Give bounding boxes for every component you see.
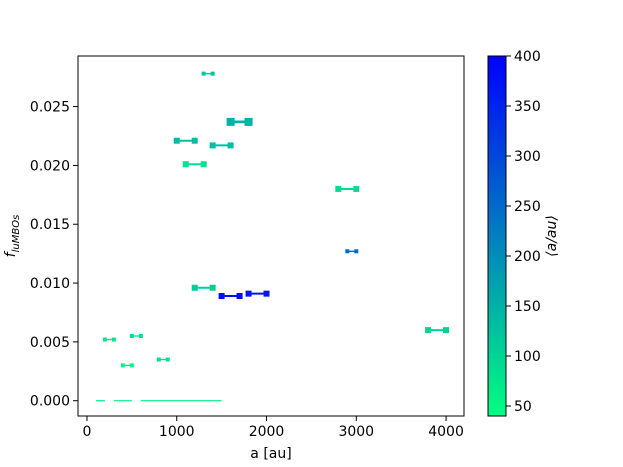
colorbar-label: ⟨a/au⟩	[544, 215, 560, 257]
data-segment	[173, 137, 198, 144]
colorbar-tick-label: 250	[514, 199, 541, 215]
segment-start-marker	[182, 161, 189, 168]
data-segment	[218, 293, 243, 299]
colorbar-tick-label: 100	[514, 349, 541, 365]
x-tick-label: 1000	[159, 424, 195, 440]
data-segment	[245, 290, 270, 297]
data-segment	[129, 334, 143, 338]
colorbar-tick-label: 150	[514, 299, 541, 315]
plot-area	[78, 56, 464, 416]
segment-end-marker	[200, 161, 207, 168]
x-tick-label: 2000	[249, 424, 285, 440]
colorbar-tick-label: 50	[514, 399, 532, 415]
segment-end-marker	[353, 185, 360, 192]
segment-end-marker	[138, 334, 143, 338]
segment-end-marker	[236, 293, 243, 299]
x-tick-label: 3000	[338, 424, 374, 440]
y-tick-label: 0.000	[30, 394, 70, 410]
segment-end-marker	[227, 142, 234, 149]
segment-end-marker	[443, 327, 450, 334]
data-segment	[209, 142, 234, 149]
y-tick-label: 0.010	[30, 276, 70, 292]
data-segment	[120, 363, 134, 368]
data-segment	[156, 357, 170, 362]
segment-start-marker	[173, 137, 180, 144]
segment-end-marker	[263, 290, 270, 297]
segment-start-marker	[156, 357, 161, 362]
segment-start-marker	[345, 249, 350, 254]
colorbar-tick-label: 400	[514, 49, 541, 65]
segment-start-marker	[129, 334, 134, 338]
data-segment	[335, 185, 360, 192]
colorbar-tick-label: 300	[514, 149, 541, 165]
segment-end-marker	[210, 71, 215, 76]
plot-frame	[77, 55, 465, 417]
data-marks	[95, 71, 450, 402]
y-tick-label: 0.005	[30, 335, 70, 351]
data-segment	[201, 71, 215, 76]
data-segment	[102, 337, 116, 342]
segment-start-marker	[209, 142, 216, 149]
y-tick-label: 0.020	[30, 158, 70, 174]
segment-start-marker	[218, 293, 225, 299]
segment-start-marker	[120, 363, 125, 368]
segment-end-marker	[111, 337, 116, 342]
y-axis-label-subscript: luMBOs	[11, 215, 22, 253]
x-tick-label: 4000	[428, 424, 464, 440]
segment-start-marker	[191, 284, 198, 291]
colorbar-tick-label: 350	[514, 99, 541, 115]
segment-end-marker	[209, 284, 216, 291]
y-tick-label: 0.015	[30, 217, 70, 233]
segment-start-marker	[226, 117, 235, 126]
y-axis-label: fluMBOs	[3, 215, 22, 258]
data-segment	[345, 249, 359, 254]
y-axis: 0.000 0.005 0.010 0.015 0.020 0.025	[30, 100, 78, 410]
x-axis-label: a [au]	[250, 446, 291, 462]
x-tick-label: 0	[83, 424, 92, 440]
segment-end-marker	[354, 249, 359, 254]
colorbar-tick-label: 200	[514, 249, 541, 265]
segment-start-marker	[102, 337, 107, 342]
data-segment	[226, 117, 253, 126]
segment-end-marker	[165, 357, 170, 362]
segment-start-marker	[425, 327, 432, 334]
segment-start-marker	[201, 71, 206, 76]
colorbar-axis: 50 100 150 200 250 300 350 400	[506, 49, 541, 415]
data-segment	[425, 327, 450, 334]
y-tick-label: 0.025	[30, 100, 70, 116]
colorbar	[487, 55, 507, 417]
segment-start-marker	[335, 185, 342, 192]
segment-start-marker	[245, 290, 252, 297]
data-segment	[182, 161, 207, 168]
segment-end-marker	[244, 117, 253, 126]
segment-end-marker	[129, 363, 134, 368]
segment-end-marker	[191, 137, 198, 144]
data-segment	[191, 284, 216, 291]
x-axis: 0 1000 2000 3000 4000	[83, 416, 464, 440]
